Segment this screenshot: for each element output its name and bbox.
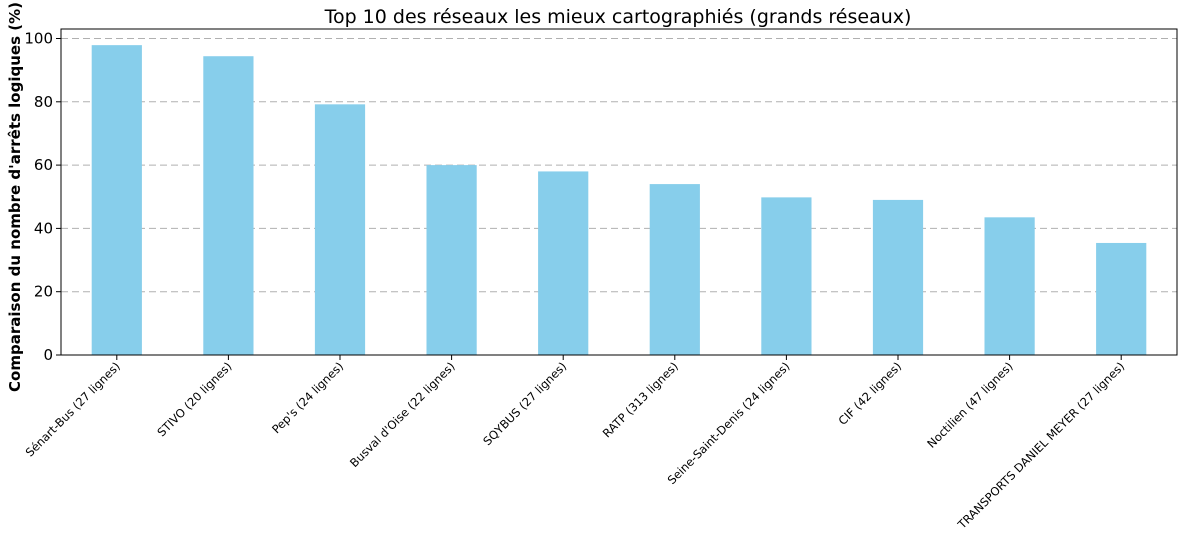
- y-tick-label: 40: [34, 219, 53, 237]
- x-tick-label: SQYBUS (27 lignes): [480, 359, 569, 448]
- y-tick-label: 0: [43, 346, 53, 364]
- bar: [984, 217, 1035, 355]
- x-tick-label: Sénart-Bus (27 lignes): [23, 359, 123, 459]
- y-tick-label: 100: [24, 29, 53, 47]
- y-axis-label: Comparaison du nombre d'arrêts logiques …: [6, 2, 24, 392]
- x-tick-label: CIF (42 lignes): [836, 359, 905, 428]
- chart-title: Top 10 des réseaux les mieux cartographi…: [324, 6, 912, 28]
- x-axis-ticks: Sénart-Bus (27 lignes) STIVO (20 lignes) P…: [23, 355, 1127, 532]
- x-tick-label: Seine-Saint-Denis (24 lignes): [665, 359, 793, 487]
- y-tick-label: 60: [34, 156, 53, 174]
- y-tick-label: 20: [34, 283, 53, 301]
- bar: [91, 45, 142, 355]
- bar: [426, 165, 477, 355]
- x-tick-label: Busval d'Oise (22 lignes): [347, 359, 458, 470]
- x-tick-label: Noctilien (47 lignes): [924, 359, 1015, 450]
- y-axis-ticks: 0 20 40 60 80 100: [24, 29, 61, 364]
- x-tick-label: STIVO (20 lignes): [154, 359, 234, 439]
- bar: [538, 171, 589, 355]
- bars: [91, 45, 1147, 355]
- bar: [872, 199, 924, 355]
- x-tick-label: RATP (313 lignes): [600, 359, 681, 440]
- bar: [314, 104, 366, 355]
- y-tick-label: 80: [34, 93, 53, 111]
- bar: [761, 197, 812, 355]
- bar: [203, 56, 254, 355]
- bar: [1096, 242, 1147, 355]
- bar: [649, 184, 700, 355]
- x-tick-label: Pep's (24 lignes): [269, 359, 346, 436]
- plot-frame: [60, 28, 1178, 356]
